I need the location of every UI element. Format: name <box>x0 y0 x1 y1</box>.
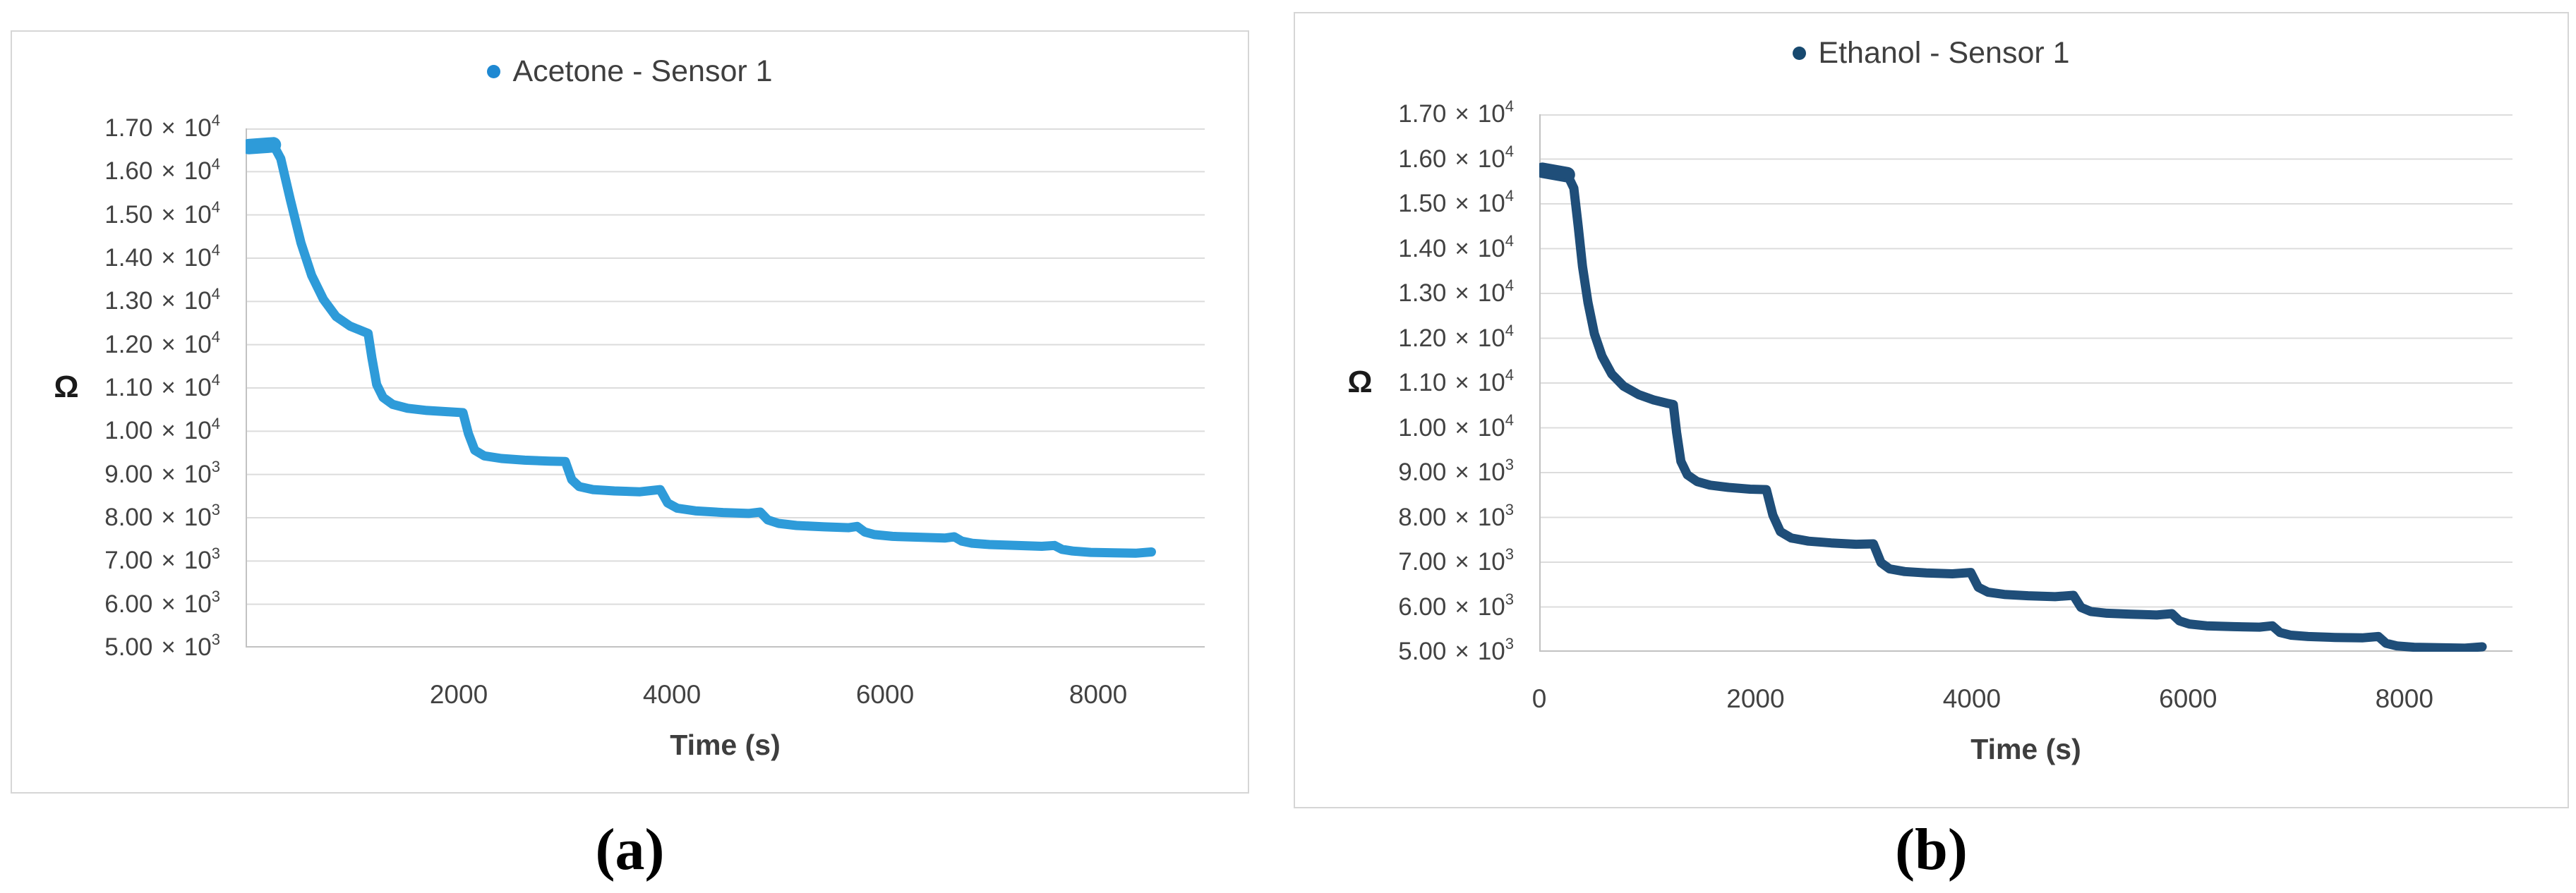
x-tick-label: 8000 <box>2375 684 2433 713</box>
y-tick-label: 6.00 × 103 <box>1398 590 1514 621</box>
y-tick-label: 1.50 × 104 <box>104 198 220 229</box>
y-tick-label: 7.00 × 103 <box>104 544 220 575</box>
y-tick-label: 1.30 × 104 <box>1398 277 1514 307</box>
y-axis-unit-label: Ω <box>1347 365 1373 399</box>
legend-ethanol: Ethanol - Sensor 1 <box>1295 35 2568 71</box>
x-tick-label: 6000 <box>2159 684 2217 713</box>
y-tick-label: 8.00 × 103 <box>1398 500 1514 531</box>
series-line <box>1539 165 2487 652</box>
y-tick-label: 1.00 × 104 <box>104 414 220 445</box>
y-tick-label: 1.10 × 104 <box>104 371 220 401</box>
y-tick-label: 6.00 × 103 <box>104 588 220 618</box>
y-tick-label: 1.20 × 104 <box>104 328 220 358</box>
y-tick-label: 1.50 × 104 <box>1398 187 1514 217</box>
y-tick-label: 9.00 × 103 <box>104 458 220 488</box>
y-tick-label: 5.00 × 103 <box>1398 635 1514 665</box>
legend-acetone: Acetone - Sensor 1 <box>12 53 1248 90</box>
x-axis-title: Time (s) <box>670 729 781 761</box>
subfigure-caption-b: (b) <box>1895 817 1968 882</box>
y-tick-label: 8.00 × 103 <box>104 501 220 531</box>
x-tick-label: 2000 <box>429 680 488 709</box>
y-tick-label: 5.00 × 103 <box>104 631 220 661</box>
y-tick-label: 1.40 × 104 <box>1398 231 1514 262</box>
legend-label: Ethanol - Sensor 1 <box>1818 35 2070 70</box>
y-tick-label: 1.10 × 104 <box>1398 366 1514 396</box>
x-tick-label: 4000 <box>1942 684 2002 713</box>
y-tick-label: 1.40 × 104 <box>104 241 220 272</box>
chart-panel-ethanol: Ethanol - Sensor 1 1.70 × 104 1.60 × 104 1.50 ×… <box>1294 12 2569 808</box>
y-tick-label: 1.70 × 104 <box>104 111 220 142</box>
chart-panel-acetone: Acetone - Sensor 1 1.70 × 104 1.60 × 104 1.50 ×… <box>11 30 1249 794</box>
legend-marker-circle-icon <box>487 64 501 78</box>
x-axis-title: Time (s) <box>1970 733 2081 765</box>
x-tick-label: 0 <box>1531 684 1547 713</box>
x-tick-label: 2000 <box>1726 684 1785 713</box>
x-tick-label: 6000 <box>855 680 915 709</box>
legend-label: Acetone - Sensor 1 <box>512 54 773 88</box>
y-axis-unit-label: Ω <box>54 370 79 404</box>
y-tick-label: 9.00 × 103 <box>1398 456 1514 486</box>
y-tick-label: 1.60 × 104 <box>1398 142 1514 173</box>
y-tick-label: 1.00 × 104 <box>1398 411 1514 442</box>
y-tick-label: 1.30 × 104 <box>104 284 220 315</box>
plot-area <box>246 128 1205 648</box>
y-tick-label: 1.60 × 104 <box>104 154 220 186</box>
x-tick-label: 4000 <box>642 680 702 709</box>
x-tick-label: 8000 <box>1069 680 1128 709</box>
legend-marker-circle-icon <box>1793 46 1807 60</box>
y-tick-label: 1.70 × 104 <box>1398 97 1514 128</box>
y-tick-label: 1.20 × 104 <box>1398 321 1514 352</box>
subfigure-caption-a: (a) <box>595 817 665 882</box>
series-line <box>246 140 1156 558</box>
y-tick-label: 7.00 × 103 <box>1398 545 1514 576</box>
plot-area <box>1539 114 2512 652</box>
